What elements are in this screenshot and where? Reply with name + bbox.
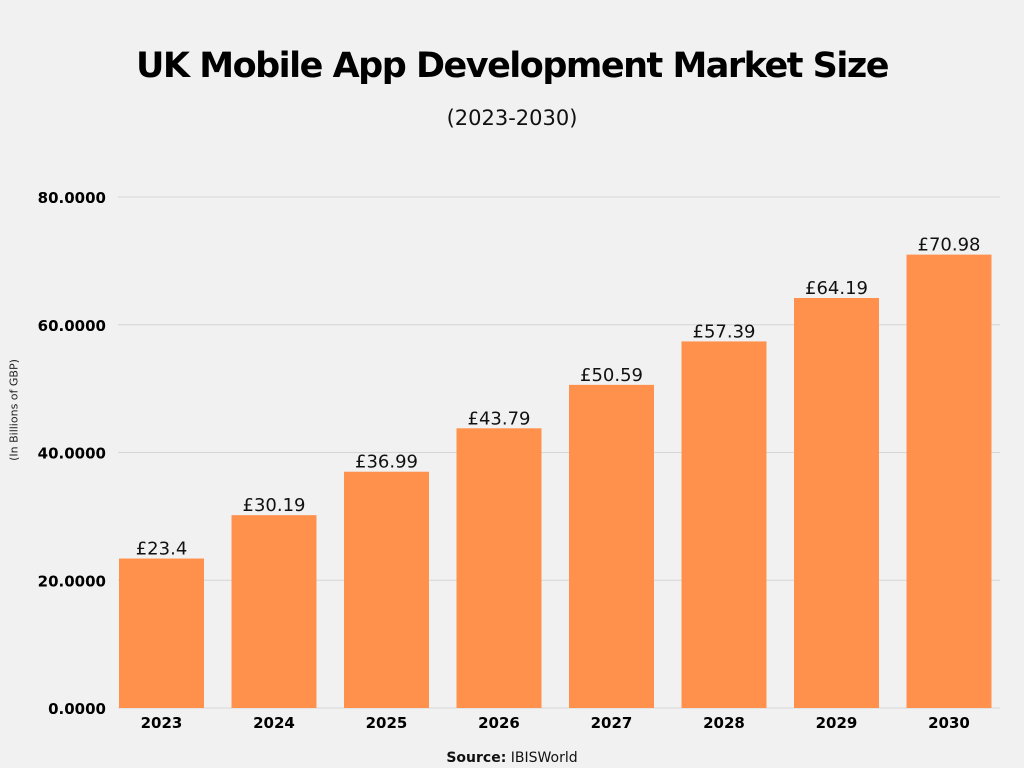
y-tick-label: 20.0000 — [38, 572, 106, 590]
bar — [569, 384, 654, 708]
data-label: £30.19 — [243, 495, 306, 516]
bar — [344, 471, 429, 708]
y-tick-label: 0.0000 — [48, 700, 106, 718]
bar — [119, 558, 204, 708]
x-tick-label: 2026 — [478, 714, 520, 732]
data-label: £64.19 — [805, 278, 868, 299]
x-tick-label: 2028 — [703, 714, 745, 732]
bar — [231, 515, 317, 708]
data-label: £43.79 — [468, 408, 531, 429]
chart-subtitle: (2023-2030) — [446, 106, 578, 130]
source-note: Source: IBISWorld — [0, 750, 1024, 766]
y-tick-label: 80.0000 — [38, 189, 106, 207]
data-label: £23.4 — [136, 539, 188, 560]
bar — [681, 341, 767, 708]
y-tick-label: 60.0000 — [38, 317, 106, 335]
data-label: £50.59 — [580, 365, 643, 386]
source-value: IBISWorld — [510, 750, 578, 766]
x-tick-label: 2025 — [366, 714, 408, 732]
x-tick-label: 2029 — [816, 714, 858, 732]
bar — [456, 428, 542, 708]
bar — [906, 254, 992, 709]
x-tick-label: 2024 — [253, 714, 295, 732]
y-tick-label: 40.0000 — [38, 445, 106, 463]
x-tick-label: 2027 — [591, 714, 633, 732]
bar — [794, 297, 879, 708]
x-tick-label: 2023 — [141, 714, 183, 732]
chart-title: UK Mobile App Development Market Size — [136, 46, 889, 86]
data-label: £57.39 — [693, 321, 756, 342]
x-tick-label: 2030 — [928, 714, 970, 732]
source-label: Source: — [446, 750, 507, 766]
data-label: £70.98 — [918, 235, 981, 256]
data-label: £36.99 — [355, 452, 418, 473]
